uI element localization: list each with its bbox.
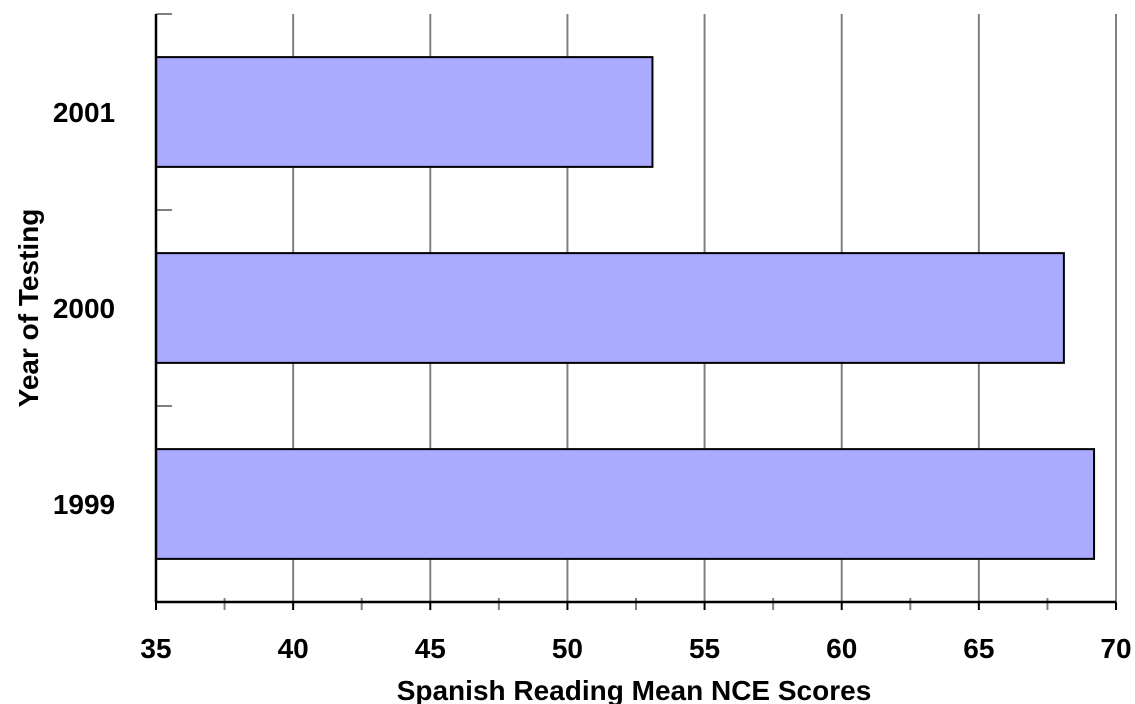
bar-2000 bbox=[155, 252, 1065, 364]
y-tick-label-2000: 2000 bbox=[53, 293, 115, 324]
x-tick-label-60: 60 bbox=[826, 633, 857, 664]
y-tick-label-2001: 2001 bbox=[53, 97, 115, 128]
x-tick-label-70: 70 bbox=[1100, 633, 1131, 664]
y-axis-title: Year of Testing bbox=[13, 209, 44, 408]
x-axis-title: Spanish Reading Mean NCE Scores bbox=[397, 675, 872, 704]
x-tick-label-65: 65 bbox=[963, 633, 994, 664]
bars bbox=[155, 56, 1096, 560]
bar-1999 bbox=[155, 448, 1096, 560]
bar-2001 bbox=[155, 56, 654, 168]
y-tick-label-1999: 1999 bbox=[53, 489, 115, 520]
x-tick-label-45: 45 bbox=[415, 633, 446, 664]
x-tick-label-50: 50 bbox=[552, 633, 583, 664]
axes bbox=[154, 13, 1117, 610]
x-tick-label-40: 40 bbox=[278, 633, 309, 664]
x-tick-label-55: 55 bbox=[689, 633, 720, 664]
x-tick-label-35: 35 bbox=[140, 633, 171, 664]
y-tick-labels: 2001 2000 1999 bbox=[53, 97, 115, 520]
x-tick-labels: 35 40 45 50 55 60 65 70 bbox=[140, 633, 1131, 664]
